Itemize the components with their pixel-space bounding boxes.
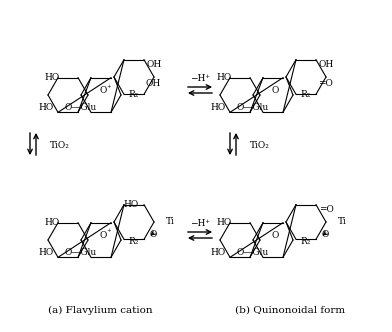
Text: OH: OH (146, 60, 162, 69)
Text: O: O (271, 86, 279, 95)
Text: =O: =O (318, 79, 333, 88)
Text: O—Glu: O—Glu (65, 248, 97, 257)
Text: TiO₂: TiO₂ (250, 140, 270, 149)
Text: OH: OH (146, 79, 161, 88)
Text: O—Glu: O—Glu (237, 103, 269, 112)
Text: R₂: R₂ (128, 90, 138, 99)
Text: HO: HO (211, 248, 226, 257)
Text: HO: HO (45, 73, 60, 82)
Text: +: + (107, 84, 111, 89)
Text: R₂: R₂ (300, 237, 310, 246)
Text: TiO₂: TiO₂ (50, 140, 70, 149)
Text: =O: =O (319, 205, 334, 214)
Text: O: O (99, 86, 107, 95)
Text: HO: HO (124, 200, 139, 209)
Text: HO: HO (45, 218, 60, 227)
Text: (a) Flavylium cation: (a) Flavylium cation (48, 305, 152, 314)
Text: HO: HO (211, 103, 226, 112)
Text: O—Glu: O—Glu (237, 248, 269, 257)
Text: OH: OH (318, 60, 334, 69)
Text: −H⁺: −H⁺ (190, 219, 210, 228)
Text: O—Glu: O—Glu (65, 103, 97, 112)
Text: HO: HO (217, 218, 232, 227)
Text: Ti: Ti (166, 217, 175, 226)
Text: HO: HO (217, 73, 232, 82)
Text: HO: HO (38, 248, 54, 257)
Text: (b) Quinonoidal form: (b) Quinonoidal form (235, 305, 345, 314)
Text: O: O (271, 230, 279, 239)
Text: Ti: Ti (338, 217, 347, 226)
Text: O: O (99, 230, 107, 239)
Text: −H⁺: −H⁺ (190, 74, 210, 83)
Text: HO: HO (38, 103, 54, 112)
Text: +: + (107, 228, 111, 233)
Text: R₂: R₂ (300, 90, 310, 99)
Text: R₂: R₂ (128, 237, 138, 246)
Text: O: O (149, 230, 156, 239)
Text: O: O (321, 230, 328, 239)
